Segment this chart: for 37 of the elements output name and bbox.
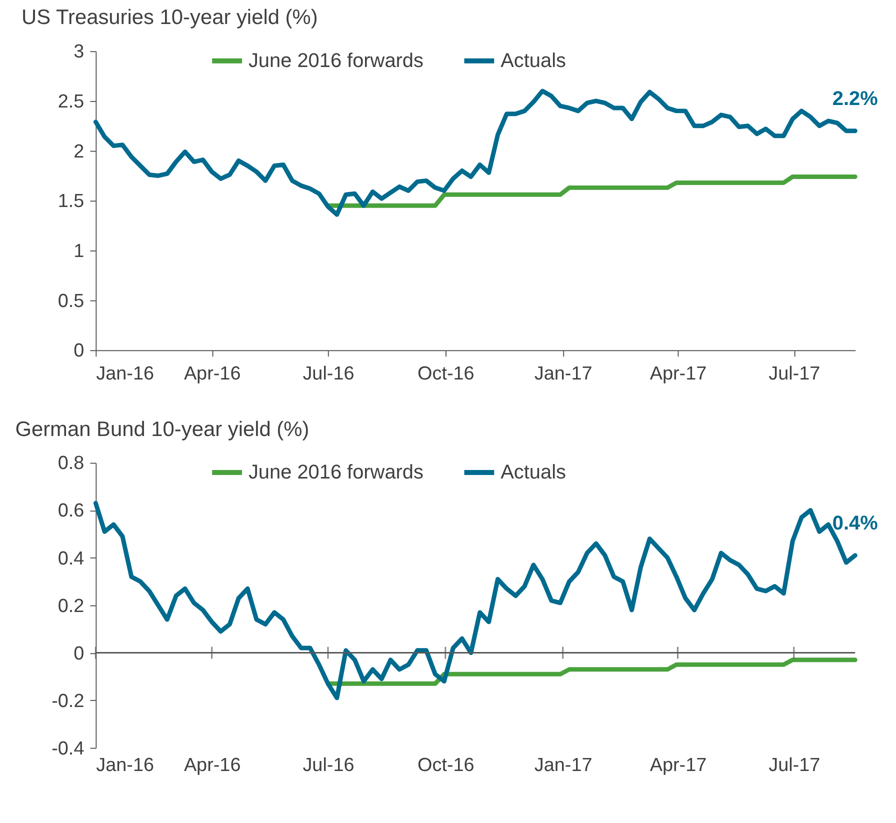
x-tick-label: Oct-16 xyxy=(418,755,474,776)
x-tick-label: Jul-16 xyxy=(302,364,354,385)
chart-title: German Bund 10-year yield (%) xyxy=(15,418,310,441)
x-tick-label: Apr-17 xyxy=(650,364,707,385)
y-tick-label: 0.5 xyxy=(58,290,84,312)
legend-label: Actuals xyxy=(500,50,566,72)
y-tick-label: 0 xyxy=(74,340,84,362)
x-tick-label: Jan-16 xyxy=(96,364,154,385)
x-tick-label: Jul-17 xyxy=(768,364,820,385)
legend-label: Actuals xyxy=(500,461,566,484)
chart-title: US Treasuries 10-year yield (%) xyxy=(22,6,318,30)
x-tick-label: Apr-16 xyxy=(184,755,241,776)
x-tick-label: Oct-16 xyxy=(418,364,474,385)
x-tick-label: Jan-17 xyxy=(534,364,592,385)
y-tick-label: 2.5 xyxy=(58,91,84,112)
y-tick-label: 3 xyxy=(74,42,84,63)
x-tick-label: Apr-16 xyxy=(184,364,241,385)
annotation: 2.2% xyxy=(832,88,878,110)
x-tick-label: Jul-17 xyxy=(768,755,820,776)
x-tick-label: Jul-16 xyxy=(302,755,354,776)
y-tick-label: 0 xyxy=(74,643,84,664)
y-tick-label: 1.5 xyxy=(58,191,84,212)
y-tick-label: 0.8 xyxy=(58,453,84,474)
y-tick-label: 0.6 xyxy=(58,500,84,522)
x-tick-label: Jan-16 xyxy=(96,755,154,776)
legend-label: June 2016 forwards xyxy=(248,50,424,72)
y-tick-label: 0.4 xyxy=(58,548,84,570)
x-tick-label: Apr-17 xyxy=(650,755,707,776)
annotation: 0.4% xyxy=(832,512,878,534)
y-tick-label: -0.2 xyxy=(52,690,84,712)
line-series xyxy=(326,174,858,208)
y-tick-label: 1 xyxy=(74,240,84,262)
y-tick-label: -0.4 xyxy=(52,738,84,760)
y-tick-label: 0.2 xyxy=(58,596,84,617)
x-tick-label: Jan-17 xyxy=(534,755,592,776)
y-tick-label: 2 xyxy=(74,141,84,162)
legend-label: June 2016 forwards xyxy=(248,461,424,484)
